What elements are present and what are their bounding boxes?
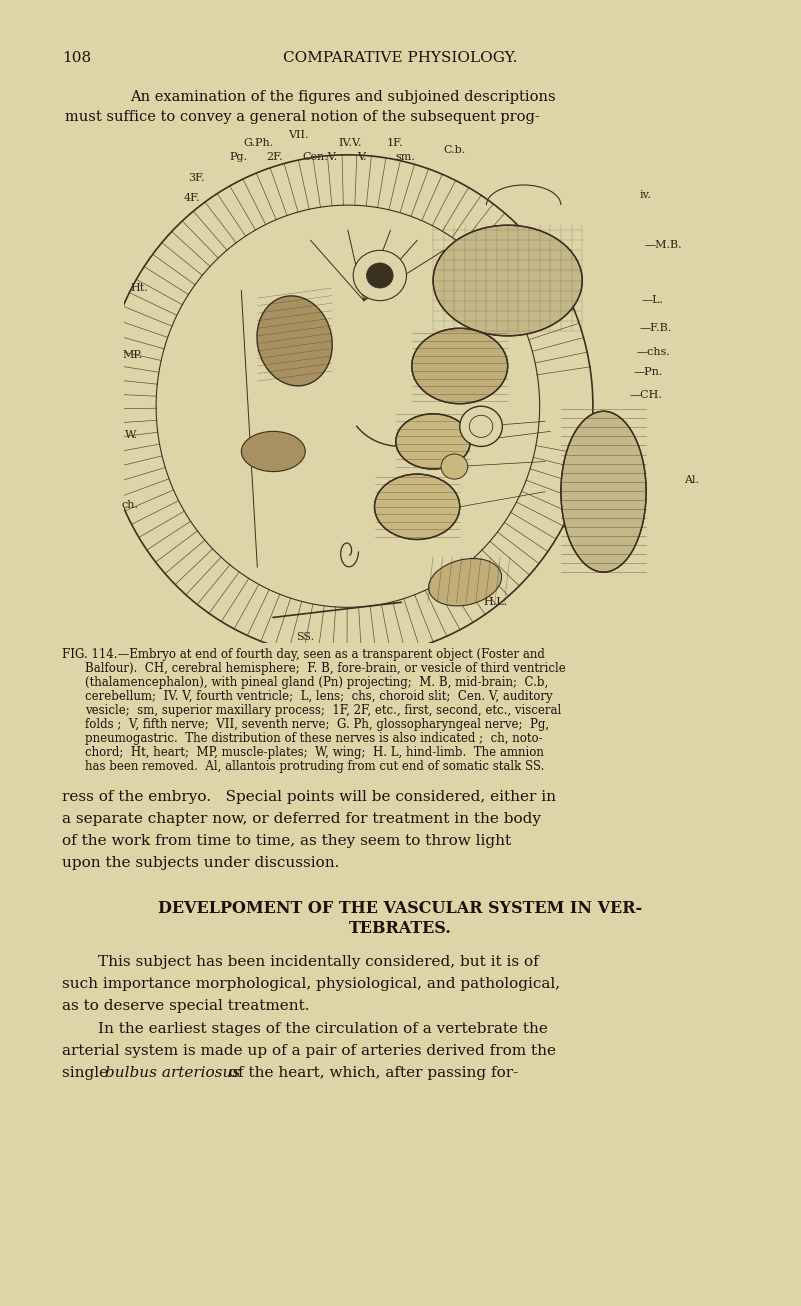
Text: 4F.: 4F. [183, 193, 200, 202]
Circle shape [353, 251, 406, 300]
Text: SS.: SS. [296, 632, 314, 643]
Text: pneumogastric.  The distribution of these nerves is also indicated ;  ch, noto-: pneumogastric. The distribution of these… [85, 731, 542, 744]
Text: —Pn.: —Pn. [634, 367, 663, 377]
Text: 108: 108 [62, 51, 91, 65]
Text: ress of the embryo.   Special points will be considered, either in: ress of the embryo. Special points will … [62, 790, 556, 804]
Text: of the work from time to time, as they seem to throw light: of the work from time to time, as they s… [62, 835, 511, 848]
Text: upon the subjects under discussion.: upon the subjects under discussion. [62, 855, 340, 870]
Text: ch.: ch. [121, 500, 138, 511]
Text: —chs.: —chs. [637, 347, 671, 357]
Text: 1F.: 1F. [387, 138, 404, 148]
Text: DEVELPOMENT OF THE VASCULAR SYSTEM IN VER-: DEVELPOMENT OF THE VASCULAR SYSTEM IN VE… [158, 900, 642, 917]
Text: has been removed.  Al, allantois protruding from cut end of somatic stalk SS.: has been removed. Al, allantois protrudi… [85, 760, 545, 773]
Text: as to deserve special treatment.: as to deserve special treatment. [62, 999, 309, 1013]
Text: H.L.: H.L. [483, 597, 507, 607]
Text: single: single [62, 1066, 113, 1080]
Ellipse shape [241, 431, 305, 471]
Text: 3F.: 3F. [188, 172, 205, 183]
Text: sm.: sm. [395, 151, 415, 162]
Text: G.Ph.: G.Ph. [243, 138, 273, 148]
Text: FIG. 114.—Embryo at end of fourth day, seen as a transparent object (Foster and: FIG. 114.—Embryo at end of fourth day, s… [62, 648, 545, 661]
Text: TEBRATES.: TEBRATES. [348, 919, 452, 936]
Text: COMPARATIVE PHYSIOLOGY.: COMPARATIVE PHYSIOLOGY. [283, 51, 517, 65]
Text: Balfour).  CH, cerebral hemisphere;  F. B, fore-brain, or vesicle of third ventr: Balfour). CH, cerebral hemisphere; F. B,… [85, 662, 566, 675]
Text: C.b.: C.b. [444, 145, 466, 155]
Ellipse shape [433, 225, 582, 336]
Ellipse shape [429, 559, 501, 606]
Text: chord;  Ht, heart;  MP, muscle-plates;  W, wing;  H. L, hind-limb.  The amnion: chord; Ht, heart; MP, muscle-plates; W, … [85, 746, 544, 759]
Text: a separate chapter now, or deferred for treatment in the body: a separate chapter now, or deferred for … [62, 812, 541, 825]
Text: 2F.: 2F. [267, 151, 284, 162]
Text: In the earliest stages of the circulation of a vertebrate the: In the earliest stages of the circulatio… [98, 1023, 548, 1036]
Text: Pg.: Pg. [229, 151, 247, 162]
Text: VII.: VII. [288, 131, 308, 140]
Text: —M.B.: —M.B. [645, 240, 682, 249]
Text: This subject has been incidentally considered, but it is of: This subject has been incidentally consi… [98, 955, 539, 969]
Text: vesicle;  sm, superior maxillary process;  1F, 2F, etc., first, second, etc., vi: vesicle; sm, superior maxillary process;… [85, 704, 562, 717]
Text: V.: V. [357, 151, 367, 162]
Text: arterial system is made up of a pair of arteries derived from the: arterial system is made up of a pair of … [62, 1043, 556, 1058]
Text: such importance morphological, physiological, and pathological,: such importance morphological, physiolog… [62, 977, 560, 991]
Text: W.: W. [125, 430, 138, 440]
Ellipse shape [156, 205, 540, 607]
Text: (thalamencephalon), with pineal gland (Pn) projecting;  M. B, mid-brain;  C.b,: (thalamencephalon), with pineal gland (P… [85, 677, 548, 690]
Text: Ht.: Ht. [131, 283, 148, 293]
Text: must suffice to convey a general notion of the subsequent prog-: must suffice to convey a general notion … [65, 110, 540, 124]
Ellipse shape [396, 414, 470, 469]
Circle shape [460, 406, 502, 447]
Text: of the heart, which, after passing for-: of the heart, which, after passing for- [224, 1066, 518, 1080]
Text: cerebellum;  IV. V, fourth ventricle;  L, lens;  chs, choroid slit;  Cen. V, aud: cerebellum; IV. V, fourth ventricle; L, … [85, 690, 553, 703]
Text: —F.B.: —F.B. [640, 323, 672, 333]
Text: bulbus arteriosus: bulbus arteriosus [105, 1066, 240, 1080]
Circle shape [367, 263, 393, 289]
Ellipse shape [561, 411, 646, 572]
Ellipse shape [412, 328, 508, 404]
Ellipse shape [257, 296, 332, 385]
Circle shape [441, 454, 468, 479]
Text: —CH.: —CH. [630, 390, 663, 400]
Text: MP.: MP. [123, 350, 143, 360]
Text: folds ;  V, fifth nerve;  VII, seventh nerve;  G. Ph, glossopharyngeal nerve;  P: folds ; V, fifth nerve; VII, seventh ner… [85, 718, 549, 731]
Text: Cen.V.: Cen.V. [302, 151, 338, 162]
Text: IV.V.: IV.V. [338, 138, 362, 148]
Text: An examination of the figures and subjoined descriptions: An examination of the figures and subjoi… [130, 90, 556, 104]
Text: iv.: iv. [640, 189, 652, 200]
Text: —L.: —L. [642, 295, 664, 306]
Text: Al.: Al. [684, 475, 699, 485]
Ellipse shape [375, 474, 460, 539]
